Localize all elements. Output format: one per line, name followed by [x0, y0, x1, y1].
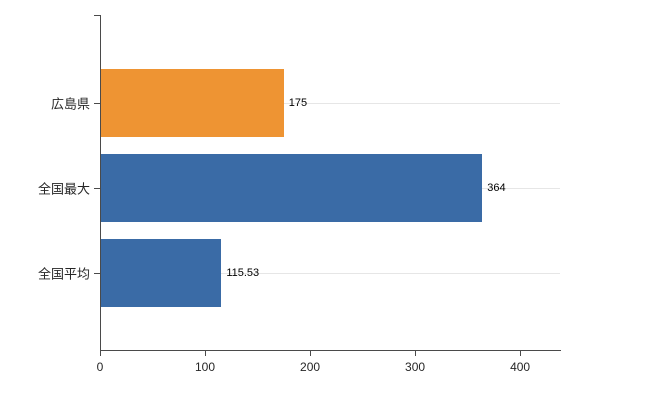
x-axis-tick-3 [415, 350, 417, 356]
category-gridline-0 [100, 103, 560, 104]
category-label-2: 全国平均 [37, 266, 90, 282]
y-axis [100, 15, 101, 350]
bar-value-label-0: 175 [288, 97, 308, 109]
x-axis-tick-0 [100, 350, 101, 356]
x-tick-label-2: 200 [300, 360, 321, 374]
x-tick-label-3: 300 [405, 360, 426, 374]
category-label-1: 全国最大 [37, 181, 90, 197]
x-tick-label-1: 100 [195, 360, 216, 374]
y-axis-tick-2 [94, 273, 100, 274]
x-tick-label-4: 400 [510, 360, 531, 374]
bar-2 [100, 239, 222, 307]
bar-1 [100, 154, 483, 222]
category-label-0: 広島県 [50, 96, 90, 112]
y-axis-tick-0 [94, 103, 100, 104]
bar-0 [100, 69, 284, 137]
x-tick-label-0: 0 [96, 360, 104, 374]
y-axis-top-tick [94, 15, 100, 16]
y-axis-tick-1 [94, 188, 100, 189]
category-gridline-2 [100, 273, 560, 274]
x-axis-tick-2 [310, 350, 312, 356]
bar-value-label-2: 115.53 [226, 267, 260, 279]
x-axis-tick-4 [520, 350, 522, 356]
bar-value-label-1: 364 [487, 182, 506, 194]
x-axis [100, 350, 561, 351]
x-axis-tick-1 [205, 350, 207, 356]
